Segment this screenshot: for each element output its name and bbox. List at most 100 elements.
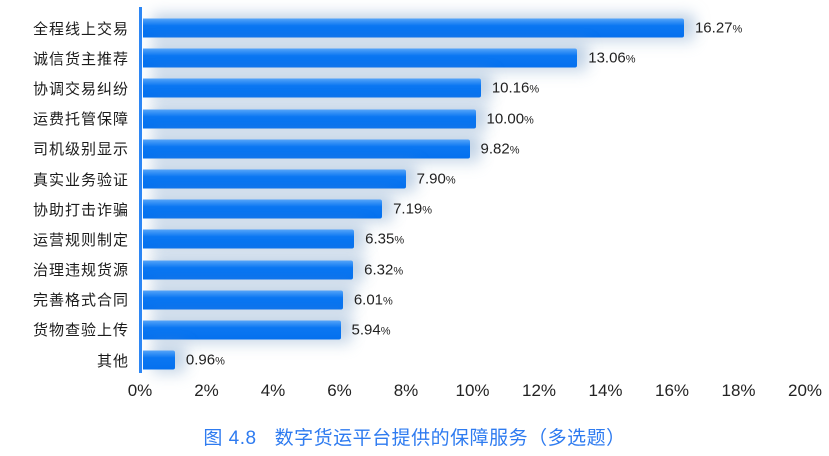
bar-track: 7.19% xyxy=(140,194,805,224)
value-label: 6.01% xyxy=(354,291,393,308)
bar-track: 13.06% xyxy=(140,43,805,73)
bar-track: 6.32% xyxy=(140,255,805,285)
value-label: 5.94% xyxy=(352,321,391,338)
bar xyxy=(143,48,578,68)
category-label: 完善格式合同 xyxy=(32,292,129,310)
bar-row: 其他 0.96% xyxy=(0,345,829,375)
category-label: 其他 xyxy=(96,352,129,370)
x-axis: 0% 2% 4% 6% 8% 10% 12% 14% 16% 18% 20% xyxy=(0,381,829,405)
value-label: 10.00% xyxy=(487,110,534,127)
bar xyxy=(143,78,481,98)
plot-area: 全程线上交易 16.27% 诚信货主推荐 13.06% 协调交易纠纷 10.16% 运费托管… xyxy=(0,13,829,375)
percent-sign: % xyxy=(215,355,225,368)
x-axis-tick-label: 4% xyxy=(260,381,286,400)
percent-sign: % xyxy=(524,114,534,127)
bar-row: 运营规则制定 6.35% xyxy=(0,224,829,254)
bar-row: 运费托管保障 10.00% xyxy=(0,104,829,134)
value-number: 13.06 xyxy=(588,49,626,67)
bar-row: 协调交易纠纷 10.16% xyxy=(0,73,829,103)
percent-sign: % xyxy=(625,53,636,66)
category-label: 司机级别显示 xyxy=(32,141,129,159)
bar xyxy=(143,199,383,219)
bar xyxy=(143,109,476,129)
category-label: 协调交易纠纷 xyxy=(32,80,129,98)
x-axis-tick-label: 10% xyxy=(455,381,490,400)
value-label: 6.32% xyxy=(364,261,403,278)
value-number: 10.16 xyxy=(491,79,530,97)
percent-sign: % xyxy=(529,83,540,96)
value-number: 16.27 xyxy=(694,19,733,37)
percent-sign: % xyxy=(383,295,393,308)
value-number: 0.96 xyxy=(185,351,216,369)
value-number: 7.19 xyxy=(393,200,423,218)
value-number: 6.35 xyxy=(365,230,395,248)
bar-track: 0.96% xyxy=(140,345,805,375)
bar xyxy=(143,320,341,340)
percent-sign: % xyxy=(380,325,391,338)
bar-track: 6.35% xyxy=(140,224,805,254)
value-number: 10.00 xyxy=(486,110,525,128)
value-number: 9.82 xyxy=(480,140,510,158)
bar-row: 协助打击诈骗 7.19% xyxy=(0,194,829,224)
bar-row: 治理违规货源 6.32% xyxy=(0,255,829,285)
category-label: 全程线上交易 xyxy=(32,20,129,38)
bar-track: 5.94% xyxy=(140,315,805,345)
bar-row: 司机级别显示 9.82% xyxy=(0,134,829,164)
bar xyxy=(143,139,470,159)
percent-sign: % xyxy=(732,23,743,36)
bar xyxy=(143,350,175,370)
x-axis-tick-label: 2% xyxy=(194,381,219,400)
caption-title: 数字货运平台提供的保障服务（多选题） xyxy=(274,428,626,449)
value-label: 6.35% xyxy=(365,231,404,248)
bar xyxy=(143,260,354,280)
caption-figure-number: 图 4.8 xyxy=(203,428,257,449)
y-axis-line xyxy=(139,7,142,373)
percent-sign: % xyxy=(393,265,404,278)
x-axis-tick-label: 8% xyxy=(393,381,419,400)
percent-sign: % xyxy=(445,174,456,187)
category-label: 诚信货主推荐 xyxy=(32,50,129,68)
bar-row: 诚信货主推荐 13.06% xyxy=(0,43,829,73)
bar-track: 7.90% xyxy=(140,164,805,194)
x-axis-tick-label: 6% xyxy=(327,381,352,400)
percent-sign: % xyxy=(394,234,405,247)
value-number: 6.32 xyxy=(364,261,394,279)
category-label: 运费托管保障 xyxy=(32,111,129,129)
bar xyxy=(143,169,406,189)
x-axis-tick-label: 20% xyxy=(787,381,823,400)
value-number: 5.94 xyxy=(351,321,381,339)
bar xyxy=(143,18,684,38)
bar-track: 10.16% xyxy=(140,73,805,103)
percent-sign: % xyxy=(422,204,433,217)
value-number: 6.01 xyxy=(353,291,384,309)
category-label: 协助打击诈骗 xyxy=(32,201,129,219)
value-label: 0.96% xyxy=(186,352,225,369)
value-label: 10.16% xyxy=(492,80,539,97)
category-label: 货物查验上传 xyxy=(32,322,129,340)
value-label: 16.27% xyxy=(695,20,742,37)
chart-caption: 图 4.8 数字货运平台提供的保障服务（多选题） xyxy=(0,423,829,450)
bar-track: 16.27% xyxy=(140,13,805,43)
bar-track: 9.82% xyxy=(140,134,805,164)
category-label: 治理违规货源 xyxy=(32,262,129,280)
bar-track: 10.00% xyxy=(140,104,805,134)
value-label: 13.06% xyxy=(588,50,635,67)
bar-row: 货物查验上传 5.94% xyxy=(0,315,829,345)
percent-sign: % xyxy=(509,144,520,157)
x-axis-tick-label: 18% xyxy=(721,381,756,400)
value-label: 9.82% xyxy=(481,140,520,157)
bar xyxy=(143,229,355,249)
bar-track: 6.01% xyxy=(140,285,805,315)
x-axis-tick-label: 16% xyxy=(654,381,690,400)
x-axis-tick-label: 14% xyxy=(588,381,623,400)
x-axis-tick-label: 0% xyxy=(127,381,153,400)
x-axis-tick-label: 12% xyxy=(521,381,557,400)
bar-row: 真实业务验证 7.90% xyxy=(0,164,829,194)
bar-row: 全程线上交易 16.27% xyxy=(0,13,829,43)
bar-row: 完善格式合同 6.01% xyxy=(0,285,829,315)
bar xyxy=(143,290,343,310)
category-label: 真实业务验证 xyxy=(32,171,129,189)
value-number: 7.90 xyxy=(416,170,446,188)
value-label: 7.90% xyxy=(417,171,456,188)
